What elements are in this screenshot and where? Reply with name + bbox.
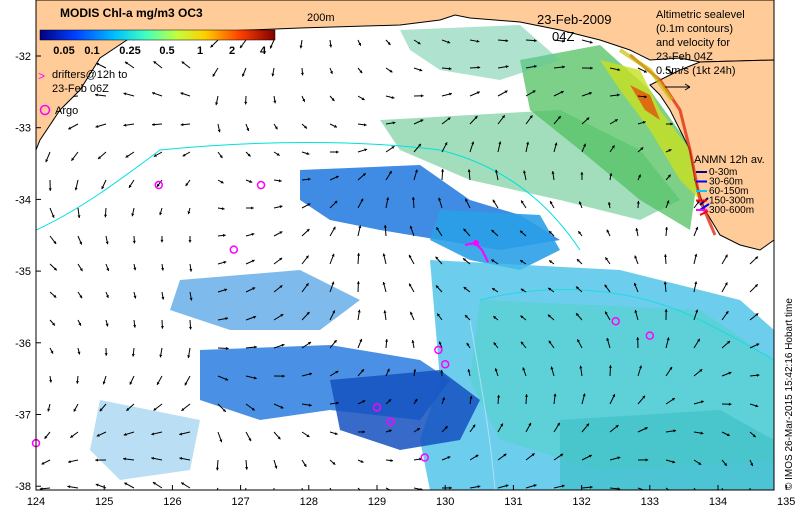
drifter-track (464, 240, 489, 263)
argo-float-marker (386, 417, 395, 426)
legend-drifters-line2: 23-Feb 06Z (52, 83, 109, 95)
argo-float-marker (611, 317, 620, 326)
colorbar-tick-label: 4 (260, 45, 267, 57)
x-axis: 124125126127128129130131132133134135136 (27, 485, 795, 508)
legend-drifters-line1: drifters@12h to (52, 69, 127, 81)
legend-argo: Argo (55, 105, 78, 117)
y-tick-label: -32 (15, 51, 31, 63)
colorbar: MODIS Chl-a mg/m3 OC3 0.05 0.1 0.25 0.5 1 2 4 (39, 6, 276, 57)
y-tick-label: -38 (15, 481, 31, 493)
anmn-legend-label: 0-30m (709, 167, 737, 178)
x-tick-label: 124 (27, 496, 45, 508)
anmn-title: ANMN 12h av. (694, 154, 765, 166)
y-tick-label: -33 (15, 123, 31, 135)
x-tick-label: 129 (368, 496, 386, 508)
colorbar-tick-label: 0.25 (119, 45, 140, 57)
colorbar-tick-label: 2 (229, 45, 235, 57)
legend-altimetry: Altimetric sealevel (0.1m contours) and ve… (656, 9, 745, 77)
argo-markers (31, 180, 655, 462)
x-tick-label: 135 (777, 496, 795, 508)
y-axis: -32 -33 -34 -35 -36 -37 -38 (15, 51, 41, 493)
legend-drifters: > drifters@12h to 23-Feb 06Z Argo (38, 69, 127, 117)
argo-float-marker (256, 180, 266, 190)
date-label: 23-Feb-2009 (537, 12, 611, 27)
anmn-legend-label: 60-150m (709, 186, 748, 197)
x-tick-label: 125 (95, 496, 113, 508)
credit-text: © IMOS 26-Mar-2015 15:42:16 Hobart time (784, 298, 795, 490)
anmn-legend-label: 150-300m (709, 196, 754, 207)
x-tick-label: 131 (504, 496, 522, 508)
argo-float-marker (434, 345, 443, 355)
legend-altimetry-line: 0.5m/s (1kt 24h) (656, 65, 735, 77)
argo-float-marker (229, 245, 239, 254)
y-tick-label: -36 (15, 338, 31, 350)
argo-float-marker (420, 453, 429, 462)
argo-float-marker (154, 180, 164, 190)
argo-float-marker (645, 331, 655, 340)
x-tick-label: 126 (163, 496, 181, 508)
legend-altimetry-line: 23-Feb 04Z (656, 51, 713, 63)
scale-arrow-head (684, 83, 691, 91)
drifter-marker-icon: > (38, 69, 45, 83)
x-tick-label: 134 (709, 496, 727, 508)
argo-marker-icon (39, 104, 51, 116)
sealevel-contours (36, 142, 774, 490)
legend-altimetry-line: Altimetric sealevel (656, 9, 745, 21)
depth-label: 200m (307, 12, 335, 24)
y-tick-label: -34 (15, 194, 31, 206)
time-label: 04Z (552, 29, 574, 44)
legend-altimetry-line: and velocity for (656, 37, 730, 49)
legend-altimetry-line: (0.1m contours) (656, 23, 733, 35)
plot-frame (35, 0, 775, 491)
argo-float-marker (440, 360, 450, 369)
anmn-legend-label: 30-60m (709, 177, 743, 188)
x-tick-label: 128 (300, 496, 318, 508)
anmn-legend-label: 300-600m (709, 205, 754, 216)
colorbar-title: MODIS Chl-a mg/m3 OC3 (60, 6, 203, 20)
land-mass (36, 0, 774, 151)
x-tick-label: 132 (572, 496, 590, 508)
y-tick-label: -37 (15, 410, 31, 422)
colorbar-tick-label: 0.1 (84, 45, 99, 57)
x-tick-label: 127 (231, 496, 249, 508)
legend-anmn: ANMN 12h av.0-30m30-60m60-150m150-300m30… (694, 154, 765, 216)
colorbar-gradient (39, 29, 276, 41)
colorbar-tick-label: 1 (197, 45, 203, 57)
y-tick-label: -35 (15, 266, 31, 278)
colorbar-tick-label: 0.05 (53, 45, 74, 57)
x-tick-label: 130 (436, 496, 454, 508)
x-tick-label: 133 (641, 496, 659, 508)
colorbar-tick-label: 0.5 (159, 45, 174, 57)
argo-float-marker (372, 403, 382, 412)
chlorophyll-layer (90, 25, 774, 490)
